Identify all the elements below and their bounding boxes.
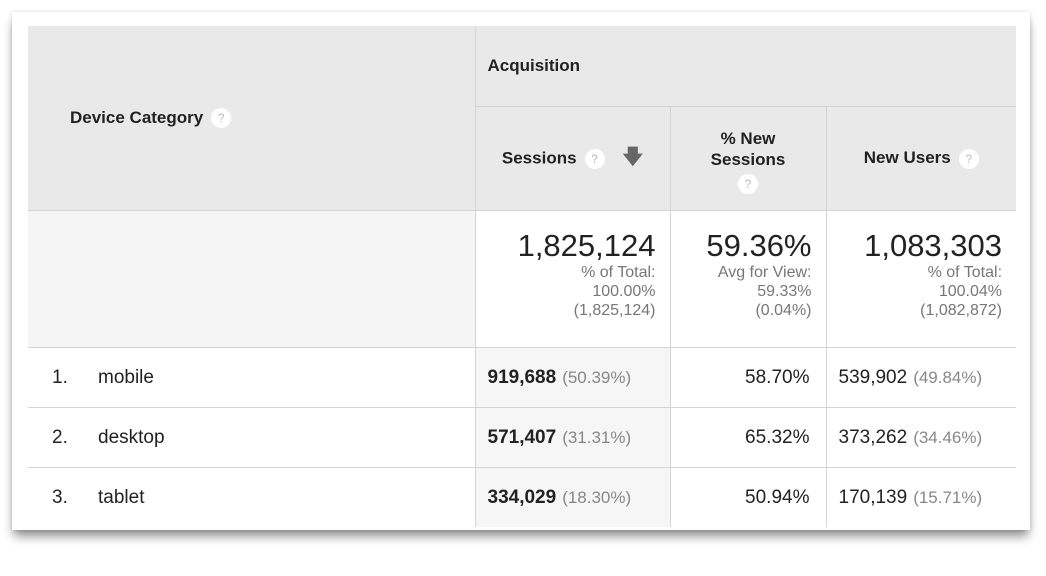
table-row: 3. tablet 334,029 (18.30%) 50.94% 170,139(… xyxy=(28,467,1017,527)
acquisition-group-header: Acquisition xyxy=(474,26,1017,107)
totals-dimension-cell xyxy=(28,210,476,348)
report-card: Device Category? Acquisition Sessions? 🡇 … xyxy=(12,12,1030,530)
totals-new-users: 1,083,303% of Total: 100.04% (1,082,872) xyxy=(825,210,1017,348)
table-row: 1. mobile 919,688 (50.39%) 58.70% 539,902(… xyxy=(28,347,1017,408)
device-link[interactable]: desktop xyxy=(98,426,165,448)
help-icon[interactable]: ? xyxy=(738,173,758,194)
help-icon[interactable]: ? xyxy=(958,148,979,169)
totals-row: 1,825,124% of Total: 100.00% (1,825,124) 5… xyxy=(28,210,1017,348)
dimension-header[interactable]: Device Category? xyxy=(28,26,476,211)
totals-sessions: 1,825,124% of Total: 100.00% (1,825,124) xyxy=(474,210,671,348)
device-category-table: Device Category? Acquisition Sessions? 🡇 … xyxy=(28,26,1017,527)
device-link[interactable]: tablet xyxy=(98,486,145,508)
pct-new-sessions-column-header[interactable]: % New Sessions? xyxy=(669,106,827,211)
help-icon[interactable]: ? xyxy=(211,108,232,129)
new-users-column-header[interactable]: New Users? xyxy=(825,106,1017,211)
table-row: 2. desktop 571,407 (31.31%) 65.32% 373,262… xyxy=(28,407,1017,468)
help-icon[interactable]: ? xyxy=(584,148,605,169)
sort-descending-arrow-icon[interactable]: 🡇 xyxy=(622,145,644,168)
device-link[interactable]: mobile xyxy=(98,366,154,388)
sessions-column-header[interactable]: Sessions? 🡇 xyxy=(474,106,671,211)
totals-pct-new-sessions: 59.36% Avg for View: 59.33% (0.04%) xyxy=(669,210,827,348)
